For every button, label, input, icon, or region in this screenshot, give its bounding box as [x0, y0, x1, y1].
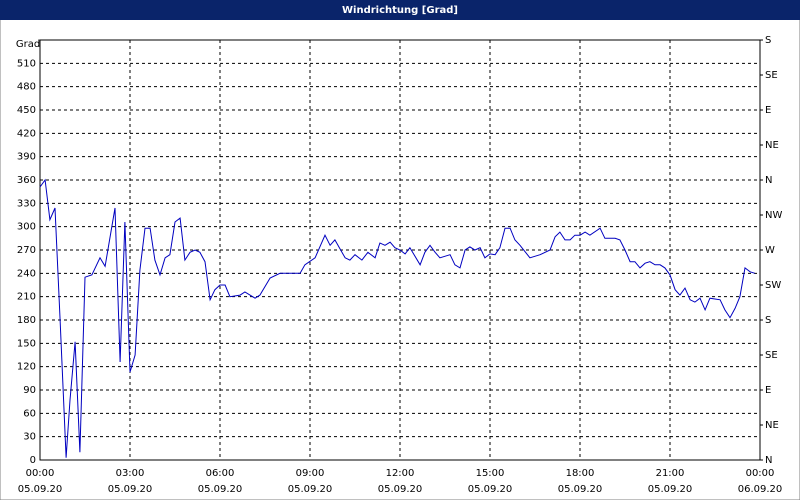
y-tick-label: 330: [17, 198, 36, 209]
y-tick-label: 390: [17, 152, 36, 163]
x-tick-label: 18:00: [566, 468, 595, 479]
x-tick-date: 05.09.20: [288, 484, 333, 495]
x-tick-label: 12:00: [386, 468, 415, 479]
x-tick-date: 06.09.20: [738, 484, 783, 495]
y-tick-label: 420: [17, 128, 36, 139]
y-tick-label: 270: [17, 245, 36, 256]
y-tick-label: 480: [17, 82, 36, 93]
y2-tick-label: N: [765, 175, 772, 186]
x-tick-date: 05.09.20: [648, 484, 693, 495]
y2-tick-label: SW: [765, 280, 781, 291]
y2-tick-label: N: [765, 455, 772, 466]
y-tick-label: 450: [17, 105, 36, 116]
x-tick-date: 05.09.20: [108, 484, 153, 495]
x-tick-label: 15:00: [476, 468, 505, 479]
y-tick-label: 90: [23, 385, 36, 396]
x-tick-date: 05.09.20: [18, 484, 63, 495]
y-tick-label: 120: [17, 362, 36, 373]
y-tick-label: 0: [30, 455, 36, 466]
y2-tick-label: SE: [765, 70, 778, 81]
y2-tick-label: SE: [765, 350, 778, 361]
x-tick-date: 05.09.20: [558, 484, 603, 495]
y-tick-label: 210: [17, 292, 36, 303]
y-axis-label: Grad: [16, 39, 40, 50]
y2-tick-label: E: [765, 385, 771, 396]
y-tick-label: 300: [17, 222, 36, 233]
y2-tick-label: S: [765, 35, 771, 46]
x-tick-label: 00:00: [26, 468, 55, 479]
x-tick-date: 05.09.20: [378, 484, 423, 495]
y2-tick-label: W: [765, 245, 775, 256]
y-tick-label: 180: [17, 315, 36, 326]
y-tick-label: 510: [17, 58, 36, 69]
y2-tick-label: NW: [765, 210, 782, 221]
x-tick-label: 06:00: [206, 468, 235, 479]
title-bar: [0, 0, 800, 20]
x-tick-label: 21:00: [656, 468, 685, 479]
y2-tick-label: NE: [765, 420, 779, 431]
y-tick-label: 30: [23, 432, 36, 443]
x-tick-date: 05.09.20: [468, 484, 513, 495]
y2-tick-label: S: [765, 315, 771, 326]
y-tick-label: 150: [17, 338, 36, 349]
x-tick-label: 00:00: [746, 468, 775, 479]
data-line: [39, 178, 756, 458]
window-title: Windrichtung [Grad]: [342, 5, 458, 16]
y-tick-label: 240: [17, 268, 36, 279]
y-tick-label: 360: [17, 175, 36, 186]
y2-tick-label: E: [765, 105, 771, 116]
y-tick-label: 60: [23, 408, 36, 419]
y2-tick-label: NE: [765, 140, 779, 151]
x-tick-label: 03:00: [116, 468, 145, 479]
x-tick-date: 05.09.20: [198, 484, 243, 495]
x-tick-label: 09:00: [296, 468, 325, 479]
